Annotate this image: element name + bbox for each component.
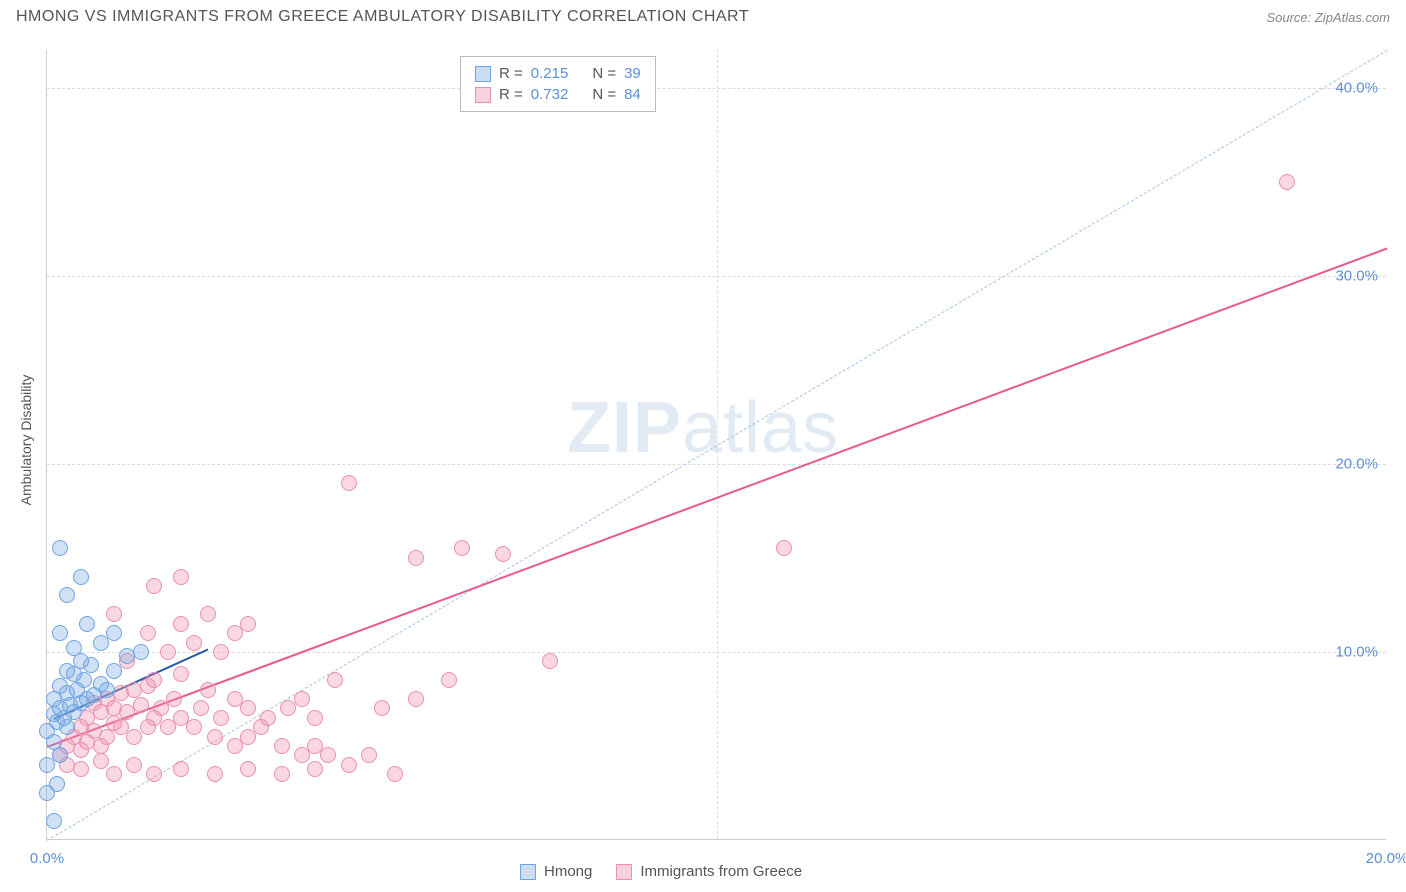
data-point-blue bbox=[46, 813, 62, 829]
legend-swatch-pink bbox=[475, 87, 491, 103]
data-point-pink bbox=[307, 761, 323, 777]
x-tick-label: 0.0% bbox=[30, 850, 64, 867]
data-point-blue bbox=[49, 776, 65, 792]
data-point-pink bbox=[93, 753, 109, 769]
data-point-blue bbox=[133, 644, 149, 660]
data-point-pink bbox=[146, 672, 162, 688]
data-point-pink bbox=[307, 710, 323, 726]
legend-series: Hmong Immigrants from Greece bbox=[520, 863, 802, 880]
data-point-blue bbox=[79, 616, 95, 632]
legend-series-label: Hmong bbox=[544, 863, 592, 880]
legend-stats-box: R = 0.215 N = 39 R = 0.732 N = 84 bbox=[460, 56, 656, 112]
data-point-pink bbox=[320, 747, 336, 763]
data-point-pink bbox=[213, 644, 229, 660]
data-point-pink bbox=[173, 569, 189, 585]
y-tick-label: 20.0% bbox=[1335, 455, 1378, 472]
data-point-pink bbox=[327, 672, 343, 688]
legend-swatch-pink bbox=[616, 864, 632, 880]
data-point-pink bbox=[166, 691, 182, 707]
data-point-blue bbox=[52, 625, 68, 641]
x-tick-label: 20.0% bbox=[1366, 850, 1406, 867]
legend-r-value: 0.215 bbox=[531, 65, 569, 82]
legend-n-value: 84 bbox=[624, 86, 641, 103]
data-point-pink bbox=[213, 710, 229, 726]
legend-n-label: N = bbox=[592, 65, 616, 82]
legend-swatch-blue bbox=[475, 66, 491, 82]
data-point-pink bbox=[260, 710, 276, 726]
data-point-pink bbox=[374, 700, 390, 716]
data-point-pink bbox=[200, 682, 216, 698]
data-point-blue bbox=[59, 587, 75, 603]
y-axis-label: Ambulatory Disability bbox=[18, 375, 34, 506]
data-point-pink bbox=[207, 729, 223, 745]
data-point-pink bbox=[1279, 174, 1295, 190]
data-point-pink bbox=[126, 757, 142, 773]
data-point-pink bbox=[454, 540, 470, 556]
data-point-pink bbox=[173, 761, 189, 777]
data-point-pink bbox=[441, 672, 457, 688]
legend-n-value: 39 bbox=[624, 65, 641, 82]
data-point-pink bbox=[408, 550, 424, 566]
legend-series-item: Hmong bbox=[520, 863, 592, 880]
data-point-pink bbox=[186, 635, 202, 651]
legend-swatch-blue bbox=[520, 864, 536, 880]
y-tick-label: 40.0% bbox=[1335, 79, 1378, 96]
data-point-pink bbox=[274, 766, 290, 782]
data-point-pink bbox=[173, 616, 189, 632]
data-point-pink bbox=[106, 766, 122, 782]
data-point-blue bbox=[99, 682, 115, 698]
data-point-pink bbox=[193, 700, 209, 716]
data-point-pink bbox=[361, 747, 377, 763]
chart-title: HMONG VS IMMIGRANTS FROM GREECE AMBULATO… bbox=[16, 8, 749, 26]
data-point-pink bbox=[146, 766, 162, 782]
legend-n-label: N = bbox=[592, 86, 616, 103]
data-point-pink bbox=[240, 700, 256, 716]
data-point-pink bbox=[240, 761, 256, 777]
legend-r-value: 0.732 bbox=[531, 86, 569, 103]
data-point-pink bbox=[294, 691, 310, 707]
data-point-pink bbox=[495, 546, 511, 562]
data-point-pink bbox=[274, 738, 290, 754]
data-point-pink bbox=[160, 644, 176, 660]
chart-plot-area: 10.0%20.0%30.0%40.0%0.0%20.0% bbox=[46, 50, 1386, 840]
data-point-pink bbox=[542, 653, 558, 669]
data-point-pink bbox=[146, 578, 162, 594]
data-point-pink bbox=[106, 606, 122, 622]
data-point-pink bbox=[140, 625, 156, 641]
data-point-pink bbox=[408, 691, 424, 707]
legend-r-label: R = bbox=[499, 65, 523, 82]
data-point-blue bbox=[66, 640, 82, 656]
data-point-pink bbox=[200, 606, 216, 622]
data-point-pink bbox=[776, 540, 792, 556]
legend-stats-row: R = 0.215 N = 39 bbox=[475, 63, 641, 84]
legend-stats-row: R = 0.732 N = 84 bbox=[475, 84, 641, 105]
data-point-pink bbox=[341, 757, 357, 773]
data-point-blue bbox=[52, 540, 68, 556]
data-point-pink bbox=[173, 666, 189, 682]
data-point-pink bbox=[341, 475, 357, 491]
data-point-pink bbox=[133, 697, 149, 713]
legend-r-label: R = bbox=[499, 86, 523, 103]
y-tick-label: 30.0% bbox=[1335, 267, 1378, 284]
data-point-pink bbox=[207, 766, 223, 782]
source-attribution: Source: ZipAtlas.com bbox=[1266, 10, 1390, 25]
data-point-pink bbox=[240, 616, 256, 632]
legend-series-item: Immigrants from Greece bbox=[616, 863, 802, 880]
data-point-blue bbox=[106, 625, 122, 641]
header: HMONG VS IMMIGRANTS FROM GREECE AMBULATO… bbox=[0, 0, 1406, 30]
data-point-blue bbox=[106, 663, 122, 679]
data-point-blue bbox=[52, 678, 68, 694]
legend-series-label: Immigrants from Greece bbox=[640, 863, 802, 880]
data-point-blue bbox=[73, 569, 89, 585]
data-point-pink bbox=[73, 761, 89, 777]
data-point-pink bbox=[186, 719, 202, 735]
data-point-pink bbox=[387, 766, 403, 782]
y-tick-label: 10.0% bbox=[1335, 643, 1378, 660]
